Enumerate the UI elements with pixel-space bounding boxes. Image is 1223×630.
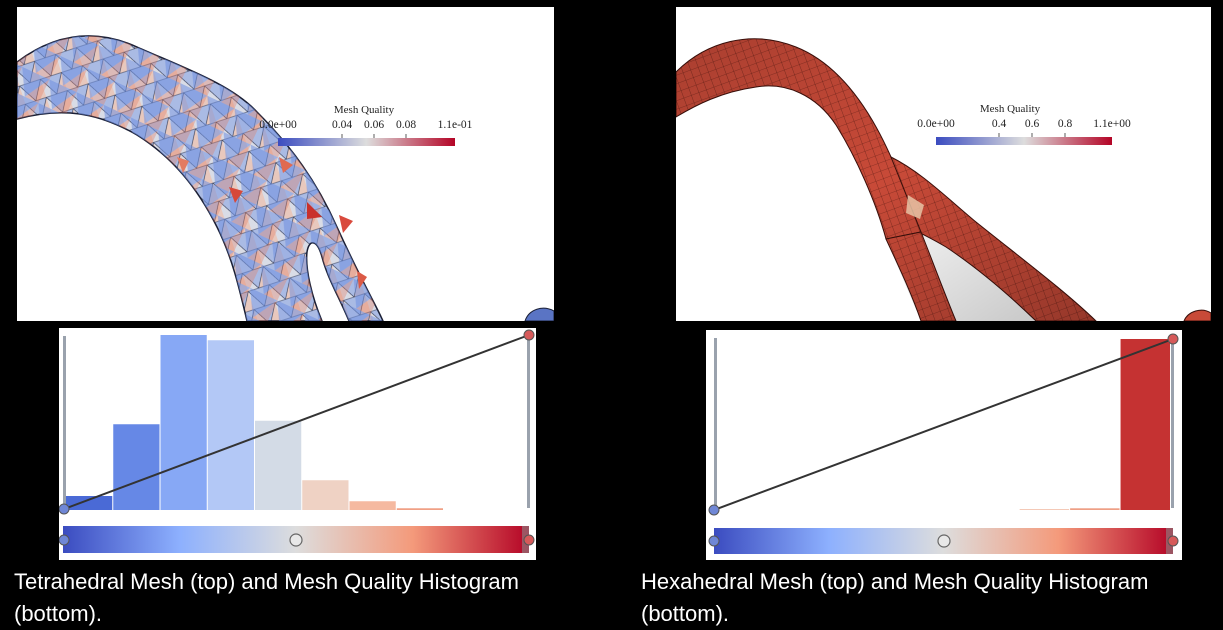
hexa-legend-tick: 0.6 — [1025, 118, 1040, 130]
hexa-histogram-svg — [708, 333, 1179, 554]
hexa-histogram-bar — [1019, 509, 1070, 510]
hexa-caption-line2: (bottom). — [641, 601, 730, 626]
tetra-opacity-point-min[interactable] — [59, 503, 70, 515]
hexa-color-point-max[interactable] — [1167, 535, 1179, 547]
tetra-histogram-bar — [113, 424, 160, 510]
tetra-legend-tick: 0.06 — [364, 119, 384, 131]
tetra-histogram-bar — [207, 340, 254, 510]
tetra-histogram-bars — [66, 335, 443, 510]
tetra-histogram-bar — [66, 496, 113, 510]
hexa-opacity-point-min[interactable] — [708, 504, 720, 516]
tetra-legend-tick: 0.08 — [396, 119, 416, 131]
tetra-legend-title: Mesh Quality — [334, 104, 395, 116]
tetra-color-point-max[interactable] — [523, 534, 535, 546]
hexa-mesh-view[interactable]: Mesh Quality 0.0e+00 0.4 0.6 0.8 1.1e+00 — [676, 7, 1211, 321]
hexa-histogram-bar — [1120, 339, 1170, 510]
tetra-legend-colorbar — [278, 138, 455, 146]
tetra-opacity-point-max[interactable] — [523, 329, 535, 341]
hexa-legend-tick: 1.1e+00 — [1093, 118, 1131, 130]
hexa-caption-line1: Hexahedral Mesh (top) and Mesh Quality H… — [641, 569, 1149, 594]
hexa-histogram-editor[interactable] — [706, 330, 1182, 560]
hexa-legend-tick: 0.4 — [992, 118, 1007, 130]
hexa-color-point-min[interactable] — [708, 535, 720, 547]
hexa-opacity-transfer-line[interactable] — [713, 338, 1174, 511]
hexa-legend-colorbar — [936, 137, 1112, 145]
hexa-legend-tick: 0.0e+00 — [917, 118, 955, 130]
tetra-legend-tick: 0.04 — [332, 119, 352, 131]
tetra-histogram-bar — [349, 501, 396, 510]
hexa-legend-title: Mesh Quality — [980, 103, 1041, 115]
hexa-color-legend: Mesh Quality 0.0e+00 0.4 0.6 0.8 1.1e+00 — [917, 103, 1131, 145]
hexa-opacity-point-max[interactable] — [1167, 333, 1179, 345]
tetra-histogram-editor[interactable] — [59, 328, 536, 560]
hexa-caption: Hexahedral Mesh (top) and Mesh Quality H… — [641, 566, 1223, 630]
tetra-caption-line1: Tetrahedral Mesh (top) and Mesh Quality … — [14, 569, 519, 594]
tetra-color-legend: Mesh Quality 0.0e+00 0.04 0.06 0.08 1.1e… — [259, 104, 473, 146]
tetra-range-min-bar[interactable] — [63, 336, 66, 508]
tetra-histogram-bar — [396, 508, 443, 510]
tetra-caption: Tetrahedral Mesh (top) and Mesh Quality … — [14, 566, 614, 630]
hexa-range-min-bar[interactable] — [714, 338, 717, 508]
tetra-range-max-bar[interactable] — [527, 336, 530, 508]
tetra-mesh-render: Mesh Quality 0.0e+00 0.04 0.06 0.08 1.1e… — [17, 35, 554, 321]
tetra-opacity-transfer-line[interactable] — [63, 334, 530, 510]
tetra-caption-line2: (bottom). — [14, 601, 103, 626]
hexa-range-max-bar[interactable] — [1171, 338, 1174, 508]
hexa-legend-tick: 0.8 — [1058, 118, 1073, 130]
tetra-histogram-bar — [302, 480, 349, 510]
tetra-legend-tick: 0.0e+00 — [259, 119, 297, 131]
hexa-mesh-render: Mesh Quality 0.0e+00 0.4 0.6 0.8 1.1e+00 — [676, 38, 1211, 321]
tetra-histogram-bar — [160, 335, 207, 510]
tetra-legend-tick: 1.1e-01 — [438, 119, 473, 131]
tetra-mesh-view[interactable]: Mesh Quality 0.0e+00 0.04 0.06 0.08 1.1e… — [17, 7, 554, 321]
tetra-histogram-svg — [59, 329, 535, 553]
tetra-color-point-mid[interactable] — [289, 533, 303, 547]
hexa-histogram-bar — [1070, 508, 1120, 510]
tetra-color-point-min[interactable] — [59, 534, 70, 546]
hexa-color-point-mid[interactable] — [937, 534, 951, 548]
hexa-histogram-bars — [1019, 339, 1170, 510]
